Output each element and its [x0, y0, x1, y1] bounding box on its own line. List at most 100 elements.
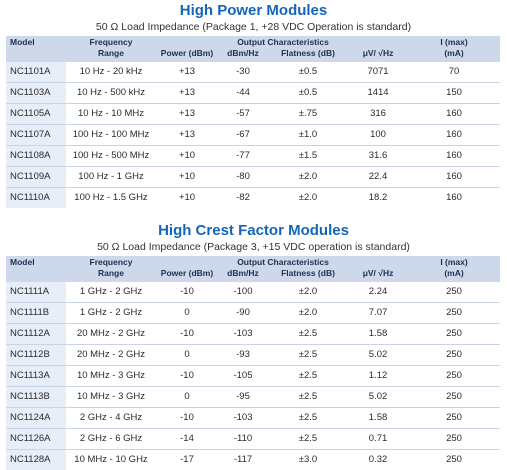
cell-flatness: ±.75	[268, 104, 348, 125]
cell-flatness: ±2.5	[268, 345, 348, 366]
cell-uv: 1.58	[348, 408, 408, 429]
cell-dbm-hz: -95	[218, 387, 268, 408]
cell-frequency: 10 MHz - 3 GHz	[66, 387, 156, 408]
cell-frequency: 20 MHz - 2 GHz	[66, 324, 156, 345]
header-uv: μV/ √Hz	[348, 268, 408, 282]
cell-uv: 7071	[348, 62, 408, 83]
cell-power: -17	[156, 450, 218, 470]
cell-power: 0	[156, 303, 218, 324]
cell-imax: 250	[408, 408, 500, 429]
cell-dbm-hz: -80	[218, 167, 268, 188]
header-frequency: Frequency	[66, 256, 156, 268]
cell-uv: 1.58	[348, 324, 408, 345]
cell-frequency: 10 Hz - 20 kHz	[66, 62, 156, 83]
table-header-row: Model Frequency Output Characteristics I…	[6, 256, 500, 268]
cell-uv: 31.6	[348, 146, 408, 167]
cell-dbm-hz: -110	[218, 429, 268, 450]
cell-model: NC1112A	[6, 324, 66, 345]
cell-flatness: ±0.5	[268, 83, 348, 104]
cell-flatness: ±2.5	[268, 408, 348, 429]
cell-uv: 0.32	[348, 450, 408, 470]
header-uv-spacer	[348, 36, 408, 48]
cell-imax: 250	[408, 324, 500, 345]
header-output-characteristics: Output Characteristics	[218, 256, 348, 268]
cell-model: NC1109A	[6, 167, 66, 188]
cell-flatness: ±2.5	[268, 324, 348, 345]
cell-dbm-hz: -77	[218, 146, 268, 167]
section-title: High Power Modules	[0, 0, 507, 20]
cell-imax: 160	[408, 104, 500, 125]
header-uv-spacer	[348, 256, 408, 268]
cell-power: +10	[156, 167, 218, 188]
cell-frequency: 1 GHz - 2 GHz	[66, 282, 156, 303]
cell-power: -10	[156, 324, 218, 345]
cell-flatness: ±1.0	[268, 125, 348, 146]
section-subtitle: 50 Ω Load Impedance (Package 3, +15 VDC …	[0, 240, 507, 256]
table-row: NC1110A 100 Hz - 1.5 GHz +10 -82 ±2.0 18…	[6, 188, 500, 209]
cell-dbm-hz: -103	[218, 408, 268, 429]
cell-uv: 316	[348, 104, 408, 125]
cell-dbm-hz: -117	[218, 450, 268, 470]
header-flatness: Flatness (dB)	[268, 48, 348, 62]
header-output-characteristics: Output Characteristics	[218, 36, 348, 48]
cell-uv: 1414	[348, 83, 408, 104]
cell-frequency: 1 GHz - 2 GHz	[66, 303, 156, 324]
cell-model: NC1108A	[6, 146, 66, 167]
cell-power: -10	[156, 282, 218, 303]
cell-dbm-hz: -67	[218, 125, 268, 146]
cell-flatness: ±2.5	[268, 366, 348, 387]
table-row: NC1112B 20 MHz - 2 GHz 0 -93 ±2.5 5.02 2…	[6, 345, 500, 366]
cell-frequency: 10 Hz - 10 MHz	[66, 104, 156, 125]
cell-model: NC1103A	[6, 83, 66, 104]
header-model: Model	[6, 256, 66, 268]
table-row: NC1113B 10 MHz - 3 GHz 0 -95 ±2.5 5.02 2…	[6, 387, 500, 408]
header-imax: I (max)	[408, 36, 500, 48]
cell-imax: 250	[408, 429, 500, 450]
header-power-spacer	[156, 36, 218, 48]
table-header-row: Range Power (dBm) dBm/Hz Flatness (dB) μ…	[6, 48, 500, 62]
table-row: NC1128A 10 MHz - 10 GHz -17 -117 ±3.0 0.…	[6, 450, 500, 470]
cell-model: NC1112B	[6, 345, 66, 366]
cell-dbm-hz: -100	[218, 282, 268, 303]
cell-flatness: ±0.5	[268, 62, 348, 83]
cell-dbm-hz: -57	[218, 104, 268, 125]
cell-imax: 250	[408, 282, 500, 303]
cell-power: -10	[156, 366, 218, 387]
cell-frequency: 2 GHz - 4 GHz	[66, 408, 156, 429]
header-dbm-hz: dBm/Hz	[218, 48, 268, 62]
section-subtitle: 50 Ω Load Impedance (Package 1, +28 VDC …	[0, 20, 507, 36]
cell-uv: 22.4	[348, 167, 408, 188]
cell-flatness: ±2.0	[268, 167, 348, 188]
cell-flatness: ±2.5	[268, 387, 348, 408]
cell-frequency: 100 Hz - 1.5 GHz	[66, 188, 156, 209]
cell-model: NC1126A	[6, 429, 66, 450]
header-uv: μV/ √Hz	[348, 48, 408, 62]
header-range: Range	[66, 48, 156, 62]
cell-imax: 160	[408, 188, 500, 209]
header-model: Model	[6, 36, 66, 48]
cell-dbm-hz: -93	[218, 345, 268, 366]
table-row: NC1109A 100 Hz - 1 GHz +10 -80 ±2.0 22.4…	[6, 167, 500, 188]
cell-imax: 150	[408, 83, 500, 104]
cell-frequency: 10 MHz - 10 GHz	[66, 450, 156, 470]
high-crest-factor-section: High Crest Factor Modules 50 Ω Load Impe…	[0, 220, 507, 470]
table-row: NC1107A 100 Hz - 100 MHz +13 -67 ±1.0 10…	[6, 125, 500, 146]
cell-uv: 100	[348, 125, 408, 146]
cell-flatness: ±2.5	[268, 429, 348, 450]
cell-model: NC1113A	[6, 366, 66, 387]
cell-frequency: 20 MHz - 2 GHz	[66, 345, 156, 366]
cell-frequency: 10 Hz - 500 kHz	[66, 83, 156, 104]
cell-flatness: ±2.0	[268, 303, 348, 324]
cell-model: NC1113B	[6, 387, 66, 408]
table-header-row: Range Power (dBm) dBm/Hz Flatness (dB) μ…	[6, 268, 500, 282]
header-dbm-hz: dBm/Hz	[218, 268, 268, 282]
high-power-section: High Power Modules 50 Ω Load Impedance (…	[0, 0, 507, 208]
table-row: NC1126A 2 GHz - 6 GHz -14 -110 ±2.5 0.71…	[6, 429, 500, 450]
cell-power: 0	[156, 345, 218, 366]
cell-frequency: 10 MHz - 3 GHz	[66, 366, 156, 387]
cell-uv: 5.02	[348, 345, 408, 366]
cell-model: NC1111A	[6, 282, 66, 303]
cell-frequency: 100 Hz - 100 MHz	[66, 125, 156, 146]
section-title: High Crest Factor Modules	[0, 220, 507, 240]
high-power-table: Model Frequency Output Characteristics I…	[6, 36, 500, 208]
